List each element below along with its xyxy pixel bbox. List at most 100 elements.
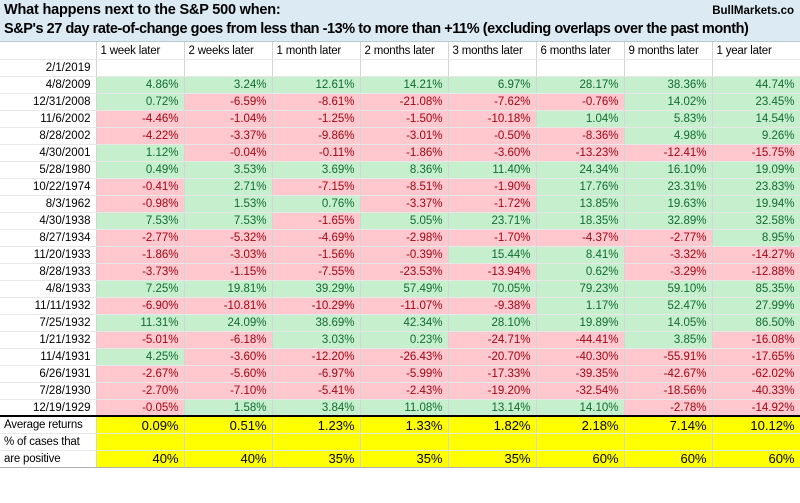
page-subtitle: S&P's 27 day rate-of-change goes from le… [4,20,749,37]
return-cell: 4.86% [96,76,185,94]
summary-spacer-cell [448,433,537,451]
row-date: 1/21/1932 [0,331,97,349]
return-cell: -7.62% [448,93,537,111]
return-cell: 59.10% [624,280,713,298]
row-date: 2/1/2019 [0,59,97,77]
return-cell: -20.70% [448,348,537,366]
return-cell: -3.32% [624,246,713,264]
return-cell: 7.53% [184,212,273,230]
return-cell: -13.94% [448,263,537,281]
summary-spacer-cell [360,433,449,451]
column-header-date [0,42,97,60]
return-cell: -23.53% [360,263,449,281]
return-cell: -7.15% [272,178,361,196]
return-cell: 23.45% [712,93,800,111]
summary-spacer-cell [96,433,185,451]
row-date: 11/4/1931 [0,348,97,366]
return-cell: -1.65% [272,212,361,230]
return-cell: 13.85% [536,195,625,213]
return-cell: -12.88% [712,263,800,281]
row-date: 5/28/1980 [0,161,97,179]
return-cell: 23.83% [712,178,800,196]
return-cell: -0.11% [272,144,361,162]
return-cell: -10.29% [272,297,361,315]
summary-average-cell: 2.18% [536,415,625,434]
return-cell: -15.75% [712,144,800,162]
return-cell: -12.41% [624,144,713,162]
summary-label: Average returns [0,415,97,434]
table-row: 1/21/1932 -5.01% -6.18% 3.03% 0.23% -24.71% -4… [0,331,800,349]
summary-average-cell: 1.82% [448,415,537,434]
return-cell: -3.01% [360,127,449,145]
table-summary: Average returns 0.09% 0.51% 1.23% 1.33% 1.82%… [0,415,800,468]
return-cell: -0.04% [184,144,273,162]
return-cell: -2.77% [96,229,185,247]
row-date: 4/8/2009 [0,76,97,94]
table-row: 11/4/1931 4.25% -3.60% -12.20% -26.43% -20.70… [0,348,800,366]
return-cell: 0.62% [536,263,625,281]
summary-average-cell: 1.33% [360,415,449,434]
return-cell: 5.83% [624,110,713,128]
return-cell: -8.36% [536,127,625,145]
table-row: 8/28/1933 -3.73% -1.15% -7.55% -23.53% -13.94… [0,263,800,281]
return-cell: 79.23% [536,280,625,298]
return-cell: -0.05% [96,399,185,417]
return-cell: 0.49% [96,161,185,179]
return-cell: 1.12% [96,144,185,162]
summary-spacer-cell [272,433,361,451]
return-cell: -13.23% [536,144,625,162]
return-cell [712,59,800,77]
summary-average-cell: 0.51% [184,415,273,434]
return-cell: 11.08% [360,399,449,417]
return-cell [184,59,273,77]
return-cell [272,59,361,77]
row-date: 11/11/1932 [0,297,97,315]
column-header-6: 6 months later [536,42,625,60]
return-cell: -21.08% [360,93,449,111]
summary-positive-cell: 35% [448,450,537,468]
return-cell: 8.41% [536,246,625,264]
return-cell: 9.26% [712,127,800,145]
row-date: 8/28/2002 [0,127,97,145]
return-cell: 11.31% [96,314,185,332]
return-cell: -3.37% [360,195,449,213]
return-cell: 3.53% [184,161,273,179]
return-cell: 2.71% [184,178,273,196]
return-cell: -9.86% [272,127,361,145]
return-cell: 23.31% [624,178,713,196]
return-cell: -39.35% [536,365,625,383]
column-header-2: 2 weeks later [184,42,273,60]
return-cell: 14.10% [536,399,625,417]
return-cell: 8.95% [712,229,800,247]
row-date: 11/20/1933 [0,246,97,264]
summary-label-line2: are positive [0,450,97,468]
return-cell: 44.74% [712,76,800,94]
return-cell: -19.20% [448,382,537,400]
return-cell: 3.85% [624,331,713,349]
row-date: 8/28/1933 [0,263,97,281]
return-cell: -1.86% [360,144,449,162]
summary-row-average: Average returns 0.09% 0.51% 1.23% 1.33% 1.82%… [0,415,800,434]
summary-spacer-cell [184,433,273,451]
return-cell [448,59,537,77]
column-header-8: 1 year later [712,42,800,60]
table-row: 12/31/2008 0.72% -6.59% -8.61% -21.08% -7.62%… [0,93,800,111]
table-row: 11/6/2002 -4.46% -1.04% -1.25% -1.50% -10.18%… [0,110,800,128]
return-cell: 18.35% [536,212,625,230]
return-cell: -8.61% [272,93,361,111]
column-header-5: 3 months later [448,42,537,60]
return-cell: 32.89% [624,212,713,230]
return-cell: 1.04% [536,110,625,128]
return-cell: -3.37% [184,127,273,145]
return-cell: 4.25% [96,348,185,366]
return-cell: -62.02% [712,365,800,383]
return-cell: 1.17% [536,297,625,315]
return-cell: 42.34% [360,314,449,332]
return-cell [360,59,449,77]
summary-row-positive-values: are positive 40% 40% 35% 35% 35% 60% 60% 60% [0,450,800,468]
return-cell: -32.54% [536,382,625,400]
return-cell: -10.81% [184,297,273,315]
table-row: 10/22/1974 -0.41% 2.71% -7.15% -8.51% -1.90% 1… [0,178,800,196]
row-date: 6/26/1931 [0,365,97,383]
